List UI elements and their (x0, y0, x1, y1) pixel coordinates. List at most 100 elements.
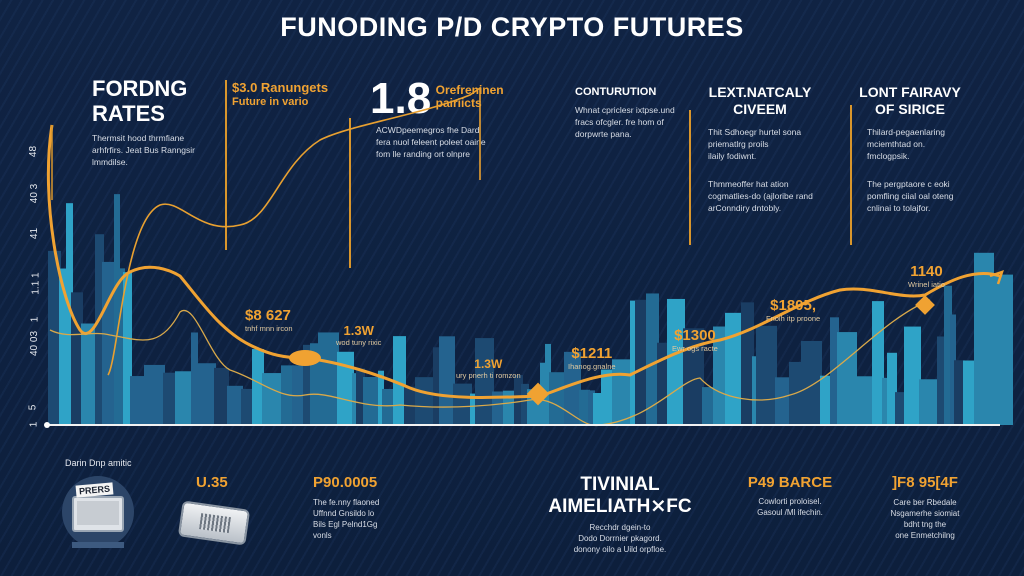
block-heading: CONTURUTION (575, 86, 657, 98)
body-text: fracs ofcgler. fre hom of (575, 117, 664, 127)
block-heading: LEXT.NATCALY (708, 84, 812, 100)
big-number-caption: Orefreninen (435, 83, 504, 97)
skyline-building (725, 312, 743, 425)
block-heading: FORDNG (92, 76, 188, 101)
footer-label: Darin Dnp amitic (65, 458, 132, 468)
block-heading: LONT FAIRAVY (859, 84, 961, 100)
header-block-big-number: 1.8 Orefreninen pairiicts ACWDpeemegros … (370, 76, 504, 160)
skyline-building (919, 379, 939, 425)
skyline-building (310, 343, 320, 425)
skyline-building (713, 326, 727, 425)
footer-value: U.35 (196, 474, 228, 491)
skyline-building (214, 367, 229, 425)
skyline-building (646, 293, 659, 425)
callout-caption: Fnoih itp proone (766, 314, 821, 323)
divider-line (349, 118, 351, 268)
skyline-building (123, 272, 132, 425)
header-block-statistically: LEXT.NATCALY CIVEEM Thit Sdhoegr hurtel … (700, 84, 820, 214)
chart-callout: $1300 Ewr ogs racte (672, 327, 718, 353)
chart-callout: 1140 Wrinel iatio (908, 263, 945, 289)
block-heading: AIMELIATH⨯FC (548, 496, 692, 517)
body-text: priematlrg proils (708, 139, 769, 149)
block-heading: RATES (92, 101, 165, 126)
big-number: 1.8 (370, 74, 432, 123)
callout-caption: Ihanog.gnalne (568, 362, 616, 371)
body-text: The pergptaore c eoki (867, 179, 950, 189)
skyline-building (775, 377, 791, 425)
skyline-building (262, 373, 283, 425)
skyline-building (191, 332, 198, 425)
axis-label: 48 (28, 145, 40, 158)
skyline-building (872, 301, 884, 425)
callout-caption: wod tuny rixic (336, 338, 382, 347)
lower-trend-line (49, 299, 931, 427)
body-text: ACWDpeemegros fhe Dard (376, 125, 480, 135)
body-text: cnlinai to tolajfor. (867, 203, 931, 213)
skyline-building (963, 360, 976, 425)
skyline-building (937, 336, 946, 425)
divider-line (225, 80, 227, 250)
body-text: Bils Egl Pelnd1Gg (313, 520, 378, 529)
body-text: Dodo Dorrnier pkagord. (578, 534, 662, 543)
axis-label: 1 (29, 316, 41, 323)
skyline-building (521, 383, 529, 425)
body-text: The fe.nny flaoned (313, 498, 380, 507)
callout-value: $1211 (571, 345, 613, 362)
skyline-building (683, 328, 704, 425)
skyline-building (241, 388, 254, 425)
body-text: arConndiry dntobly. (708, 203, 782, 213)
skyline-building (564, 351, 581, 425)
body-text: Thermsit hood thrmfiane (92, 133, 185, 143)
body-text: arhfrfirs. Jeat Bus Ranngsir (92, 145, 195, 155)
header-block-funding-rates: FORDNG RATES Thermsit hood thrmfiane arh… (92, 76, 195, 168)
skyline-building (252, 349, 264, 425)
skyline-building (579, 389, 590, 425)
footer-block-p90: P90.0005 The fe.nny flaoned Uffnnd Gnsil… (313, 474, 379, 541)
skyline-building (657, 342, 669, 425)
header-block-fairway: LONT FAIRAVY OF SIRICE Thilard-pegaenlar… (855, 84, 965, 214)
chart-callout: $8 627 tnhf mnn ircon (245, 307, 293, 333)
block-subheading: Future in vario (232, 96, 309, 108)
axis-label: 40 3 (29, 183, 41, 204)
skyline-building (382, 388, 395, 425)
skyline-building (992, 274, 1013, 425)
skyline-building (588, 390, 595, 425)
big-number-caption: pairiicts (435, 96, 482, 110)
body-text: lmmdilse. (92, 157, 128, 167)
callout-value: 1.3W (474, 357, 503, 371)
skyline-building (667, 298, 685, 425)
skyline-building (974, 252, 994, 425)
skyline-building (944, 285, 952, 425)
skyline-building (118, 268, 125, 425)
skyline-building (393, 336, 406, 425)
skyline-building (549, 372, 566, 425)
skyline-building (635, 299, 648, 425)
skyline-building (59, 268, 68, 425)
callout-caption: tnhf mnn ircon (245, 324, 293, 333)
divider-line (850, 105, 852, 245)
block-heading: OF SIRICE (874, 101, 945, 117)
skyline-building (102, 261, 116, 425)
skyline-building (830, 317, 839, 425)
skyline-building (378, 370, 384, 425)
trend-arrow-head-icon (989, 270, 1004, 285)
page-title: FUNODING P/D CRYPTO FUTURES (280, 12, 744, 42)
skyline-building (337, 351, 354, 425)
axis-label: 1 (28, 421, 40, 428)
body-text: Uffnnd Gnsildo lo (313, 509, 375, 518)
callout-caption: Wrinel iatio (908, 280, 945, 289)
body-text: vonls (313, 531, 332, 540)
skyline-building (48, 250, 61, 425)
skyline-building (144, 364, 165, 425)
skyline-building (904, 326, 921, 425)
skyline-building (95, 234, 104, 425)
skyline-building (439, 336, 455, 425)
skyline-building (593, 393, 603, 425)
skyline-building (163, 372, 177, 425)
skyline-building (820, 375, 832, 425)
body-text: Thilard-pegaenlaring (867, 127, 945, 137)
x-axis-origin-dot (44, 422, 50, 428)
footer-value: P90.0005 (313, 474, 378, 491)
axis-label: 41 (29, 227, 41, 240)
